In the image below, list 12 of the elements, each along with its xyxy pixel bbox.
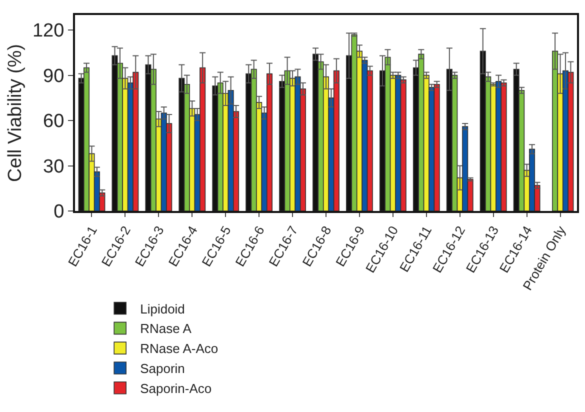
y-tick-label: 120 bbox=[32, 20, 64, 42]
legend-label: Lipidoid bbox=[140, 301, 185, 316]
y-tick-label: 60 bbox=[43, 111, 64, 132]
legend-label: RNase A bbox=[140, 321, 192, 336]
y-tick-label: 0 bbox=[54, 202, 64, 223]
legend-label: RNase A-Aco bbox=[140, 341, 218, 356]
y-tick-label: 30 bbox=[43, 156, 64, 178]
legend-label: Saporin bbox=[140, 361, 185, 376]
y-tick-label: 90 bbox=[43, 66, 64, 87]
bar bbox=[552, 50, 558, 211]
legend-label: Saporin-Aco bbox=[140, 380, 212, 396]
y-axis-title: Cell Viability (%) bbox=[4, 44, 26, 182]
